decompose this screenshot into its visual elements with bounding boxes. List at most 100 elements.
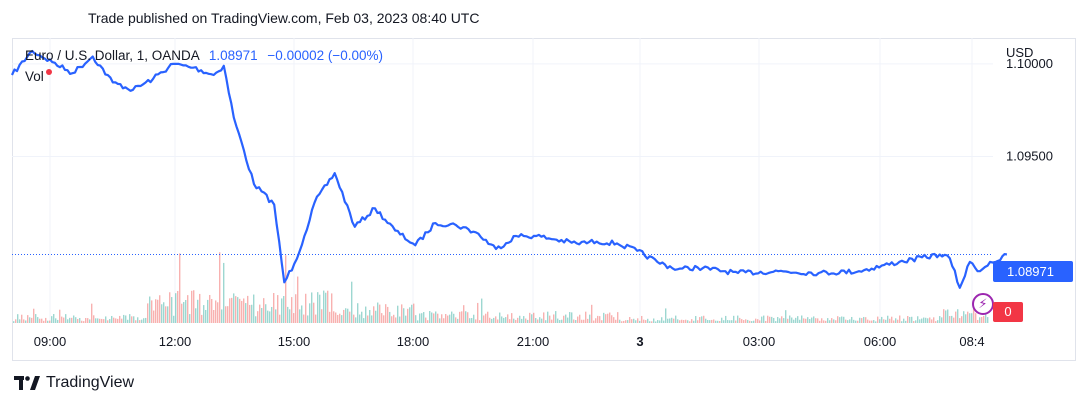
volume-bar: [611, 315, 613, 323]
volume-bar: [851, 316, 853, 323]
volume-bar: [911, 316, 913, 323]
volume-bar: [543, 312, 545, 323]
volume-bar: [919, 319, 921, 323]
volume-bar: [745, 319, 747, 323]
volume-bar: [355, 317, 357, 323]
volume-bar: [625, 320, 627, 323]
volume-bar: [839, 317, 841, 323]
volume-bar: [455, 317, 457, 323]
volume-bar: [501, 316, 503, 323]
volume-bar: [313, 302, 315, 323]
volume-bar: [593, 320, 595, 323]
volume-bar: [875, 321, 877, 323]
volume-bar: [797, 316, 799, 323]
x-axis: 09:00 12:00 15:00 18:00 21:00 3 03:00 06:00 08:4: [34, 334, 985, 349]
tradingview-logo-icon: [14, 376, 40, 390]
volume-bar: [33, 308, 35, 323]
volume-bar: [565, 314, 567, 323]
volume-bar: [329, 311, 331, 323]
volume-bar: [47, 320, 49, 323]
volume-bar: [261, 307, 263, 323]
volume-bar: [425, 317, 427, 323]
volume-bar: [217, 302, 219, 323]
volume-bar: [727, 320, 729, 323]
volume-bar: [211, 299, 213, 323]
volume-bar: [503, 317, 505, 323]
chart-grid: [12, 38, 993, 323]
volume-bar: [179, 253, 181, 323]
volume-bar: [771, 316, 773, 323]
volume-bar: [813, 316, 815, 323]
volume-bar: [545, 320, 547, 323]
volume-bar: [453, 313, 455, 323]
volume-bar: [887, 315, 889, 323]
volume-bar: [613, 317, 615, 323]
volume-bar: [353, 314, 355, 323]
volume-bar: [359, 314, 361, 323]
volume-bar: [429, 311, 431, 323]
volume-bar: [337, 314, 339, 323]
volume-bar: [449, 314, 451, 323]
volume-bar: [251, 304, 253, 323]
volume-bar: [389, 311, 391, 323]
volume-bar: [927, 318, 929, 323]
volume-bar: [421, 313, 423, 323]
volume-bar: [643, 319, 645, 323]
volume-bar: [975, 313, 977, 323]
volume-bar: [581, 319, 583, 323]
volume-bar: [763, 315, 765, 323]
volume-bar: [773, 317, 775, 323]
volume-bar: [683, 320, 685, 323]
volume-bar: [739, 317, 741, 323]
volume-bar: [631, 319, 633, 323]
volume-bar: [483, 315, 485, 323]
volume-bar: [499, 312, 501, 323]
volume-bar: [953, 317, 955, 323]
volume-bar: [381, 313, 383, 323]
volume-bar: [689, 321, 691, 323]
currency-label: USD: [1006, 45, 1034, 60]
volume-bar: [841, 316, 843, 323]
volume-bar: [53, 314, 55, 323]
footer-brand[interactable]: TradingView: [14, 374, 134, 392]
volume-bar: [761, 316, 763, 323]
volume-bar: [935, 321, 937, 323]
volume-bar: [549, 315, 551, 323]
volume-bar: [275, 309, 277, 323]
volume-bar: [885, 319, 887, 323]
volume-bar: [649, 321, 651, 323]
volume-bar: [901, 321, 903, 323]
volume-bar: [945, 310, 947, 323]
lightning-icon[interactable]: ⚡: [972, 293, 994, 315]
volume-bar: [559, 320, 561, 323]
volume-bar: [951, 315, 953, 323]
volume-bar: [215, 300, 217, 323]
volume-bar: [479, 320, 481, 323]
volume-bar: [199, 293, 201, 323]
volume-bar: [831, 318, 833, 323]
volume-bar: [779, 318, 781, 323]
volume-bar: [171, 297, 173, 323]
volume-bar: [759, 320, 761, 323]
volume-bar: [633, 318, 635, 323]
volume-bar: [659, 320, 661, 323]
volume-bar: [987, 317, 989, 323]
volume-bar: [849, 319, 851, 323]
volume-bar: [159, 295, 161, 323]
volume-bar: [91, 303, 93, 323]
volume-bar: [283, 296, 285, 323]
volume-bar: [459, 311, 461, 323]
volume-bar: [87, 318, 89, 323]
volume-bar: [621, 321, 623, 323]
volume-bar: [861, 318, 863, 323]
volume-bar: [865, 317, 867, 323]
volume-bar: [19, 319, 21, 323]
volume-bar: [321, 309, 323, 323]
volume-bar: [971, 313, 973, 323]
volume-label: Vol: [25, 69, 44, 84]
volume-bar: [959, 318, 961, 323]
volume-bar: [123, 314, 125, 323]
volume-bar: [665, 308, 667, 323]
volume-bar: [645, 320, 647, 323]
